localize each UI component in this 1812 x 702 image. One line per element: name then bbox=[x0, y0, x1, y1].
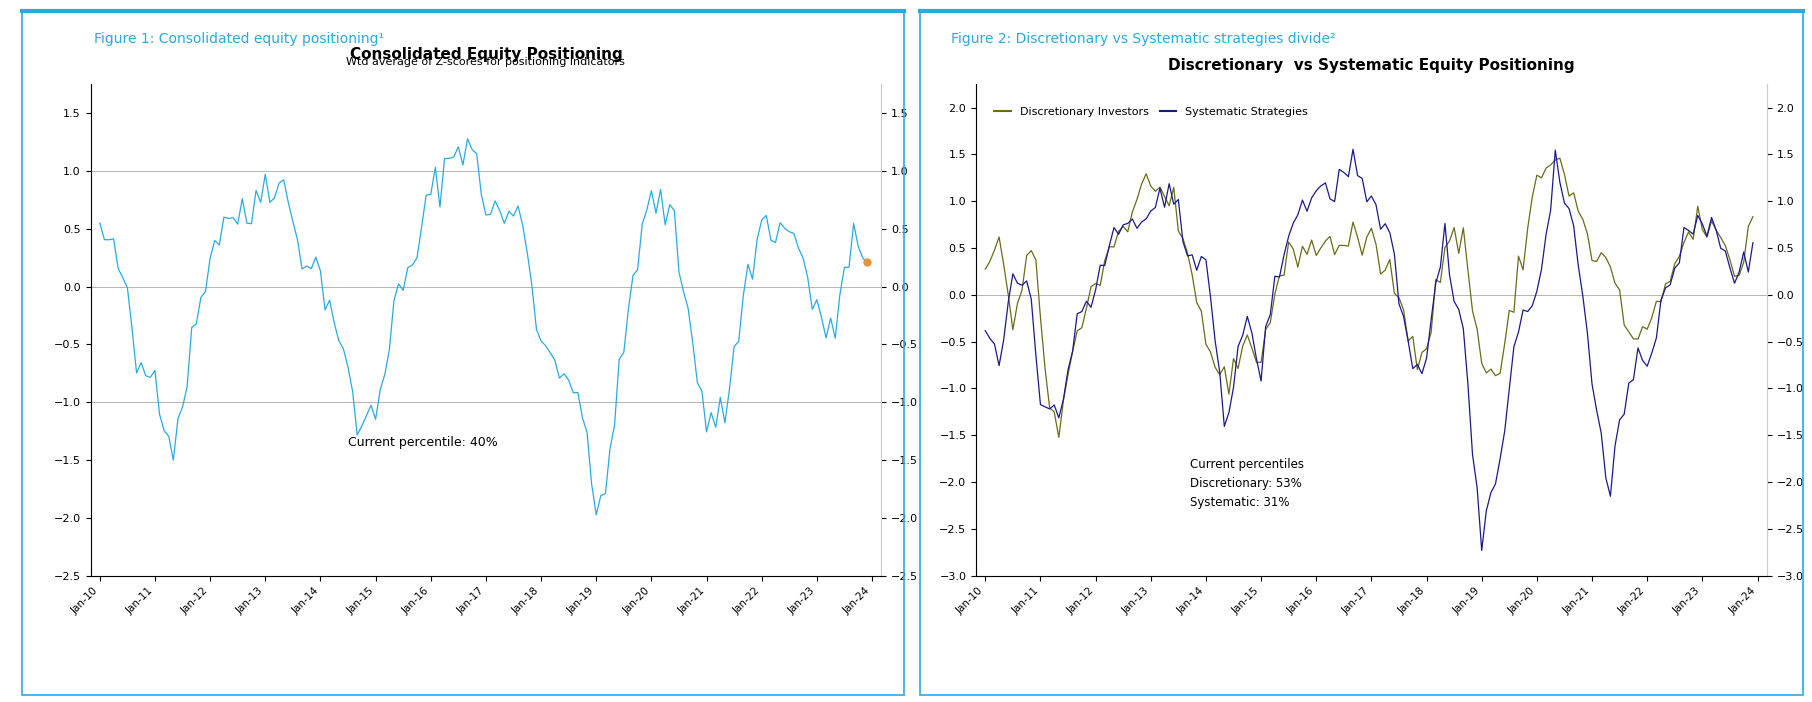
Text: Current percentiles
Discretionary: 53%
Systematic: 31%: Current percentiles Discretionary: 53% S… bbox=[1189, 458, 1303, 509]
Text: Figure 2: Discretionary vs Systematic strategies divide²: Figure 2: Discretionary vs Systematic st… bbox=[951, 32, 1335, 46]
Title: Consolidated Equity Positioning: Consolidated Equity Positioning bbox=[350, 47, 622, 62]
Point bbox=[853, 257, 882, 268]
Text: Figure 1: Consolidated equity positioning¹: Figure 1: Consolidated equity positionin… bbox=[94, 32, 384, 46]
Text: Current percentile: 40%: Current percentile: 40% bbox=[348, 437, 498, 449]
Legend: Discretionary Investors, Systematic Strategies: Discretionary Investors, Systematic Stra… bbox=[989, 102, 1312, 121]
Text: Wtd average of Z-scores for positioning indicators: Wtd average of Z-scores for positioning … bbox=[346, 58, 625, 67]
Title: Discretionary  vs Systematic Equity Positioning: Discretionary vs Systematic Equity Posit… bbox=[1169, 58, 1575, 73]
